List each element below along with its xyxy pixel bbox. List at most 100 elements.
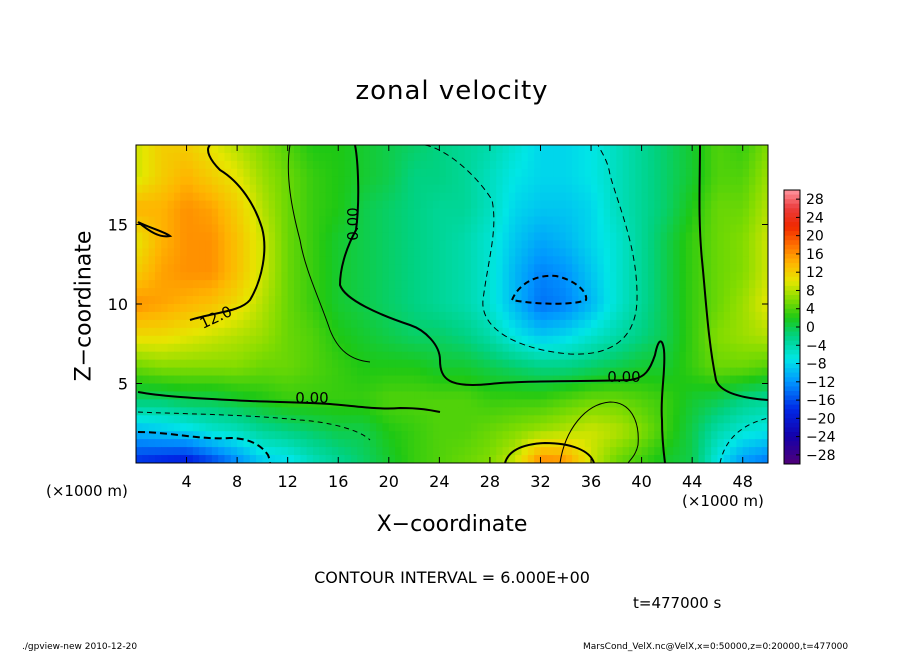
heatmap-cell (331, 168, 339, 178)
heatmap-cell (464, 367, 472, 377)
heatmap-cell (502, 391, 510, 400)
heatmap-cell (161, 351, 169, 361)
heatmap-cell (180, 447, 188, 456)
heatmap-cell (666, 327, 674, 337)
heatmap-cell (426, 248, 434, 257)
heatmap-cell (388, 264, 396, 273)
heatmap-cell (142, 256, 150, 265)
heatmap-cell (546, 296, 554, 305)
heatmap-cell (565, 192, 573, 202)
heatmap-cell (578, 176, 586, 186)
heatmap-cell (584, 343, 592, 353)
heatmap-cell (521, 224, 529, 234)
heatmap-cell (761, 160, 768, 170)
heatmap-cell (211, 168, 219, 178)
heatmap-cell (464, 359, 472, 369)
heatmap-cell (401, 311, 409, 321)
heatmap-cell (527, 296, 535, 305)
heatmap-cell (546, 256, 554, 265)
heatmap-cell (382, 455, 390, 463)
heatmap-cell (470, 248, 478, 257)
heatmap-cell (237, 455, 245, 463)
heatmap-cell (300, 391, 308, 400)
heatmap-cell (692, 272, 700, 281)
heatmap-cell (249, 399, 257, 408)
heatmap-cell (477, 335, 485, 345)
heatmap-cell (515, 232, 523, 241)
heatmap-cell (420, 431, 428, 440)
heatmap-cell (426, 431, 434, 440)
heatmap-cell (205, 407, 213, 416)
heatmap-cell (243, 264, 251, 273)
heatmap-cell (477, 455, 485, 463)
heatmap-cell (312, 423, 320, 432)
heatmap-cell (452, 184, 459, 194)
heatmap-cell (218, 455, 226, 463)
heatmap-cell (698, 296, 706, 305)
heatmap-cell (565, 288, 573, 297)
heatmap-cell (382, 447, 390, 456)
heatmap-cell (331, 272, 339, 281)
heatmap-cell (470, 296, 478, 305)
heatmap-cell (470, 407, 478, 416)
heatmap-cell (161, 192, 169, 202)
heatmap-cell (477, 304, 485, 313)
heatmap-cell (161, 343, 169, 353)
heatmap-cell (281, 224, 289, 234)
heatmap-cell (186, 351, 194, 361)
heatmap-cell (723, 256, 731, 265)
heatmap-cell (319, 431, 327, 440)
heatmap-cell (572, 224, 579, 234)
heatmap-cell (527, 343, 535, 353)
heatmap-cell (142, 383, 150, 393)
heatmap-cell (148, 192, 156, 202)
heatmap-cell (742, 319, 750, 329)
heatmap-cell (755, 431, 763, 440)
heatmap-cell (742, 375, 750, 385)
heatmap-cell (578, 208, 586, 218)
heatmap-cell (211, 224, 219, 234)
heatmap-cell (268, 216, 276, 226)
heatmap-cell (249, 248, 257, 257)
heatmap-cell (635, 160, 643, 170)
heatmap-cell (559, 367, 567, 377)
heatmap-cell (237, 359, 245, 369)
heatmap-cell (199, 304, 207, 313)
heatmap-cell (572, 351, 579, 361)
heatmap-cell (294, 200, 301, 210)
heatmap-cell (445, 145, 453, 154)
heatmap-cell (711, 359, 719, 369)
heatmap-cell (319, 272, 327, 281)
heatmap-cell (616, 319, 624, 329)
contour-0-left (137, 391, 441, 413)
heatmap-cell (584, 383, 592, 393)
heatmap-cell (281, 152, 289, 162)
heatmap-cell (452, 248, 459, 257)
heatmap-cell (591, 407, 598, 416)
heatmap-cell (199, 216, 207, 226)
heatmap-cell (761, 327, 768, 337)
heatmap-cell (749, 399, 756, 408)
heatmap-cell (401, 351, 409, 361)
heatmap-cell (489, 280, 497, 289)
heatmap-cell (243, 335, 251, 345)
heatmap-cell (275, 264, 282, 273)
heatmap-cell (401, 375, 409, 385)
heatmap-cell (452, 367, 459, 377)
heatmap-cell (452, 415, 459, 424)
heatmap-cell (192, 359, 200, 369)
heatmap-cell (616, 160, 624, 170)
heatmap-cell (294, 176, 301, 186)
heatmap-cell (755, 208, 763, 218)
contour-6-thin (287, 145, 371, 363)
heatmap-cell (458, 407, 466, 416)
heatmap-cell (376, 415, 384, 424)
heatmap-cell (527, 208, 535, 218)
heatmap-cell (433, 168, 440, 178)
heatmap-cell (502, 383, 510, 393)
heatmap-cell (211, 415, 219, 424)
heatmap-cell (445, 168, 453, 178)
heatmap-cell (331, 359, 339, 369)
heatmap-cell (464, 216, 472, 226)
heatmap-cell (161, 264, 169, 273)
